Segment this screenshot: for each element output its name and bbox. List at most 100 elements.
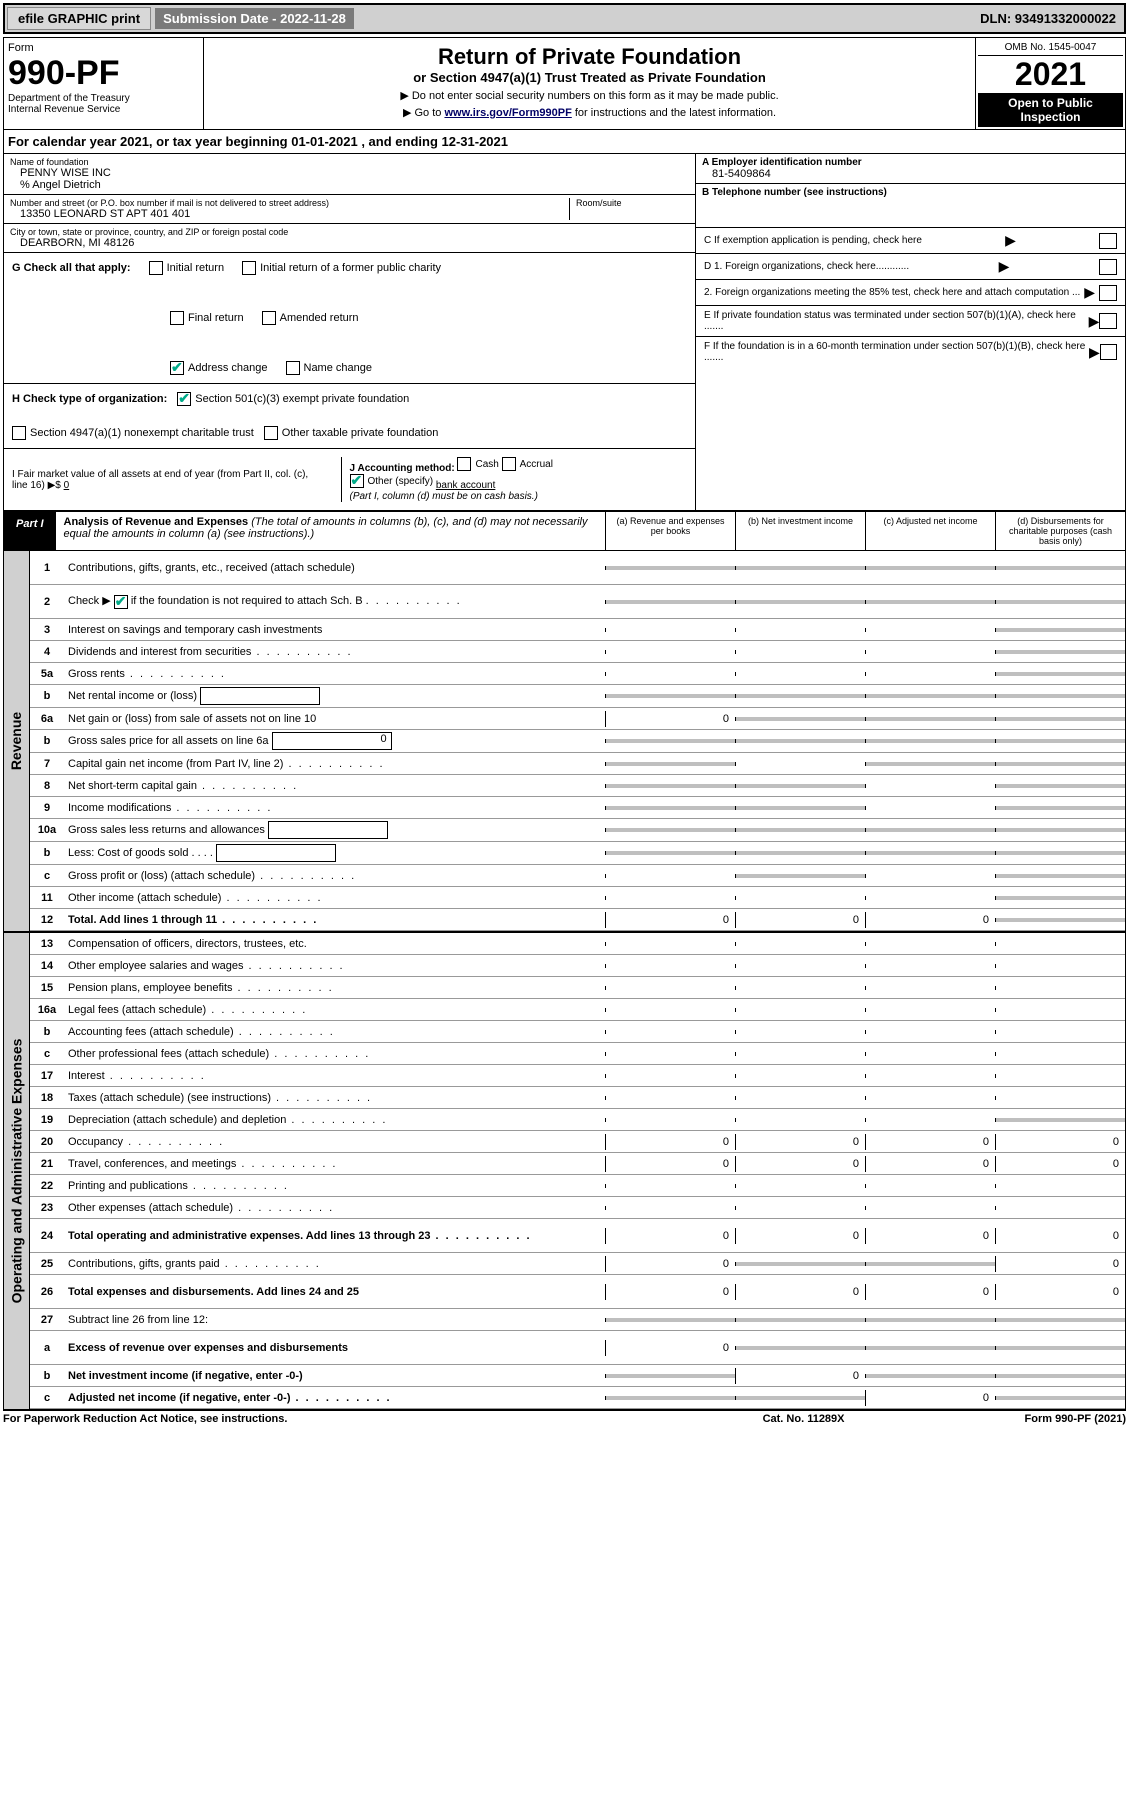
cell	[605, 694, 735, 698]
section-g: G Check all that apply: Initial return I…	[4, 253, 695, 384]
cell	[995, 784, 1125, 788]
line-desc: Contributions, gifts, grants paid	[64, 1256, 605, 1272]
cell	[995, 986, 1125, 990]
cell	[735, 762, 865, 766]
line-num: 22	[30, 1178, 64, 1194]
c-check[interactable]	[1099, 233, 1117, 249]
line-desc: Total. Add lines 1 through 11	[64, 912, 605, 928]
line-num: b	[30, 1368, 64, 1384]
col-b-hdr: (b) Net investment income	[735, 512, 865, 550]
form-number: 990-PF	[8, 54, 199, 93]
cell	[865, 739, 995, 743]
cell	[735, 694, 865, 698]
cell: 0	[865, 1390, 995, 1406]
line-desc: Dividends and interest from securities	[64, 644, 605, 660]
cell: 0	[735, 1368, 865, 1384]
line-num: 9	[30, 800, 64, 816]
cell	[735, 851, 865, 855]
4947-check[interactable]	[12, 426, 26, 440]
footer-form: Form 990-PF (2021)	[1025, 1413, 1126, 1425]
line-num: c	[30, 1390, 64, 1406]
line-num: c	[30, 868, 64, 884]
501c3-check[interactable]	[177, 392, 191, 406]
line-num: 14	[30, 958, 64, 974]
other-taxable-check[interactable]	[264, 426, 278, 440]
cash-check[interactable]	[457, 457, 471, 471]
page-title: Return of Private Foundation	[210, 44, 969, 70]
line-num: 10a	[30, 822, 64, 838]
section-h: H Check type of organization: Section 50…	[4, 384, 695, 449]
line-c: cOther professional fees (attach schedul…	[30, 1043, 1125, 1065]
d2-check[interactable]	[1099, 285, 1117, 301]
line-num: 6a	[30, 711, 64, 727]
line-desc: Net short-term capital gain	[64, 778, 605, 794]
f-check[interactable]	[1100, 344, 1117, 360]
initial-former-check[interactable]	[242, 261, 256, 275]
line-num: 25	[30, 1256, 64, 1272]
line-num: 2	[30, 594, 64, 610]
e-check[interactable]	[1099, 313, 1117, 329]
line-desc: Interest on savings and temporary cash i…	[64, 622, 605, 638]
cell	[995, 672, 1125, 676]
cell	[735, 1118, 865, 1122]
line-15: 15Pension plans, employee benefits	[30, 977, 1125, 999]
cell: 0	[735, 1134, 865, 1150]
cell	[605, 1206, 735, 1210]
accrual-check[interactable]	[502, 457, 516, 471]
cell	[865, 628, 995, 632]
cell	[605, 600, 735, 604]
d1-check[interactable]	[1099, 259, 1117, 275]
address-change-check[interactable]	[170, 361, 184, 375]
cell	[605, 851, 735, 855]
cell	[995, 851, 1125, 855]
cell	[735, 1074, 865, 1078]
cell: 0	[995, 1134, 1125, 1150]
line-9: 9Income modifications	[30, 797, 1125, 819]
cell	[865, 650, 995, 654]
name-change-check[interactable]	[286, 361, 300, 375]
line-b: bNet rental income or (loss)	[30, 685, 1125, 708]
cell	[865, 806, 995, 810]
cell	[995, 1374, 1125, 1378]
cell: 0	[865, 1284, 995, 1300]
section-j: J Accounting method: Cash Accrual Other …	[341, 457, 688, 502]
line-num: 18	[30, 1090, 64, 1106]
cell	[605, 1374, 735, 1378]
cell	[735, 784, 865, 788]
cell	[735, 566, 865, 570]
other-method-val: bank account	[436, 480, 496, 491]
line-num: 13	[30, 936, 64, 952]
line-22: 22Printing and publications	[30, 1175, 1125, 1197]
line-21: 21Travel, conferences, and meetings0000	[30, 1153, 1125, 1175]
line-num: 7	[30, 756, 64, 772]
line-num: 16a	[30, 1002, 64, 1018]
cell	[865, 1118, 995, 1122]
irs-link[interactable]: www.irs.gov/Form990PF	[444, 107, 571, 119]
cell	[995, 694, 1125, 698]
line-desc: Less: Cost of goods sold . . . .	[64, 842, 605, 864]
initial-return-check[interactable]	[149, 261, 163, 275]
line-num: 24	[30, 1228, 64, 1244]
line-27: 27Subtract line 26 from line 12:	[30, 1309, 1125, 1331]
line-3: 3Interest on savings and temporary cash …	[30, 619, 1125, 641]
page-subtitle: or Section 4947(a)(1) Trust Treated as P…	[210, 70, 969, 85]
final-return-check[interactable]	[170, 311, 184, 325]
amended-return-check[interactable]	[262, 311, 276, 325]
line-desc: Net rental income or (loss)	[64, 685, 605, 707]
cell	[735, 1096, 865, 1100]
h-label: H Check type of organization:	[12, 393, 167, 405]
line-num: b	[30, 845, 64, 861]
cell: 0	[995, 1284, 1125, 1300]
cell	[995, 717, 1125, 721]
line-num: 4	[30, 644, 64, 660]
cell	[865, 828, 995, 832]
cell: 0	[605, 1340, 735, 1356]
line-desc: Adjusted net income (if negative, enter …	[64, 1390, 605, 1406]
col-c-hdr: (c) Adjusted net income	[865, 512, 995, 550]
efile-button[interactable]: efile GRAPHIC print	[7, 7, 151, 30]
cell	[995, 1052, 1125, 1056]
line-desc: Taxes (attach schedule) (see instruction…	[64, 1090, 605, 1106]
other-method-check[interactable]	[350, 474, 364, 488]
cell	[605, 1184, 735, 1188]
footer-left: For Paperwork Reduction Act Notice, see …	[3, 1413, 287, 1425]
